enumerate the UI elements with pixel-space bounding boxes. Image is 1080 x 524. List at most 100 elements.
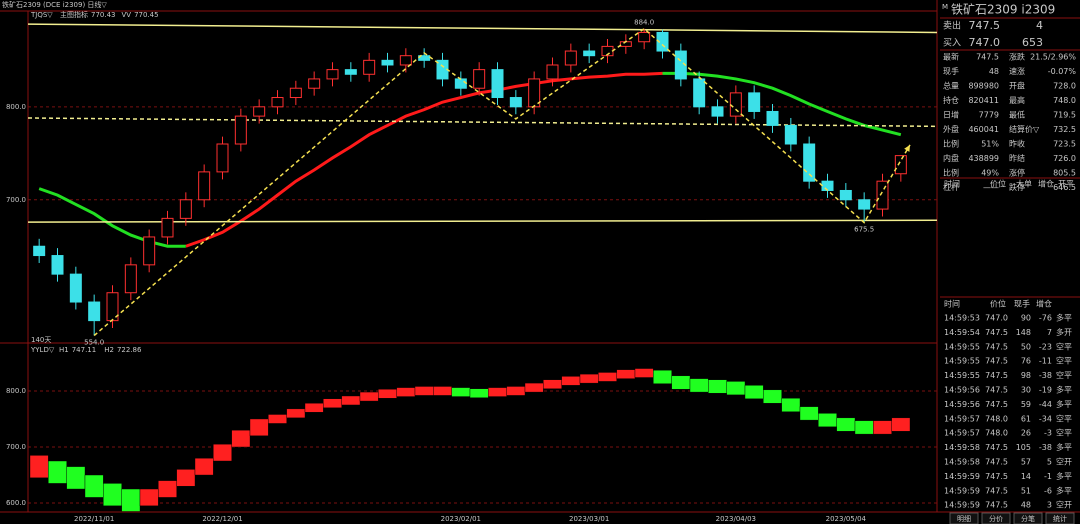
tick-type: 空平 [1056,428,1072,438]
tab-label[interactable]: 统计 [1053,514,1067,523]
tick-qty: 98 [1021,371,1031,380]
band-bar [653,370,672,384]
x-tick-label: 2022/12/01 [202,515,242,523]
tab[interactable] [1045,512,1075,524]
x-tick-label: 2022/11/01 [74,515,114,523]
candle-body [711,106,724,117]
tab-label[interactable]: 明细 [957,514,971,523]
band-bar [66,466,86,490]
band-bar [231,429,251,448]
candle-body [326,69,339,80]
band-bar [469,388,489,398]
legend-value: 722.86 [117,346,142,354]
candle-body [289,87,302,99]
candle-body [729,92,742,117]
y-tick-label: 600.0 [6,499,26,507]
band-bar [708,379,727,394]
tick-price: 747.5 [985,342,1008,351]
band-bar [84,474,104,498]
tick-price: 748.0 [985,429,1008,438]
tick-qty: 50 [1021,342,1031,351]
candle-body [418,55,431,61]
bid-ask-label: 卖出 [943,20,961,32]
stat-value: 732.5 [1053,125,1076,134]
stat-label: 最新 [943,52,959,62]
level-line [27,219,938,223]
candle-body [638,31,651,43]
band-bar [48,460,67,484]
tab-label[interactable]: 分笔 [1021,514,1035,523]
stat-label: 比例 [943,139,959,149]
tick-price: 747.5 [985,357,1008,366]
tick-type: 多平 [1056,485,1072,495]
tick-qty: 51 [1021,486,1031,495]
band-bar [139,488,159,507]
candle-body [51,255,64,275]
stat-value: 805.5 [1053,169,1076,178]
tick-qty: 61 [1021,414,1031,423]
stat-value: 820411 [968,96,999,105]
price-annotation: 554.0 [84,338,104,346]
table-header: 增仓 [1036,299,1052,309]
band-bar [836,417,856,432]
bid-ask-price: 747.5 [969,19,1001,32]
stat-value: -0.07% [1048,67,1077,76]
x-tick-label: 2023/02/01 [441,515,481,523]
band-bar [396,387,416,397]
tick-qty: 105 [1016,443,1031,452]
band-bar [671,375,691,390]
tick-price: 747.5 [985,386,1008,395]
band-bar [213,443,232,462]
tick-qty: 76 [1021,357,1031,366]
band-bar [249,418,269,436]
tick-oi: -11 [1039,357,1052,366]
indicator-title: YYLD▽ [30,346,55,354]
indicator-title: TJQS▽ [30,11,53,19]
band-bar [524,382,544,393]
candle-body [748,92,761,112]
candle-body [894,155,907,175]
legend-name: H2 [104,346,114,354]
candle-body [363,59,376,75]
stat-label: 现手 [943,66,959,76]
band-bar [854,420,874,435]
candle-body [693,78,706,108]
stat-value: 747.5 [976,53,999,62]
tick-type: 多平 [1056,399,1072,409]
tab[interactable] [1013,512,1043,524]
tab[interactable] [981,512,1011,524]
y-tick-label: 700.0 [6,196,26,204]
candle-body [766,110,779,126]
tick-price: 747.5 [985,328,1008,337]
band-bar [891,417,911,432]
tick-time: 14:59:59 [944,472,980,481]
candle-body [858,199,871,210]
tick-time: 14:59:57 [944,429,980,438]
stat-label: 外盘 [943,124,959,134]
candle-body [253,106,266,117]
tick-type: 多平 [1056,313,1072,323]
tick-type: 空平 [1056,341,1072,351]
stat-label: 比例 [943,168,959,178]
tab[interactable] [949,512,979,524]
candle-body [124,264,137,294]
table-header: 价位 [990,299,1006,309]
stat-label: 日增 [943,110,959,120]
stat-value: 7779 [979,111,999,120]
y-tick-label: 800.0 [6,387,26,395]
tick-time: 14:59:54 [944,328,980,337]
bid-ask-qty: 4 [1036,19,1043,32]
stat-label: 涨跌 [1009,52,1025,62]
band-bar [286,408,306,419]
candle-body [821,180,834,191]
candle-body [399,55,412,66]
tick-price: 747.5 [985,472,1008,481]
band-bar [158,480,177,498]
tab-label[interactable]: 分价 [989,514,1003,523]
stat-value: 21.5/2.96% [1030,53,1076,62]
candle-body [308,78,321,89]
band-bar [194,458,214,476]
stat-label: 开盘 [1009,81,1025,91]
stat-label: 昨收 [1009,139,1025,149]
